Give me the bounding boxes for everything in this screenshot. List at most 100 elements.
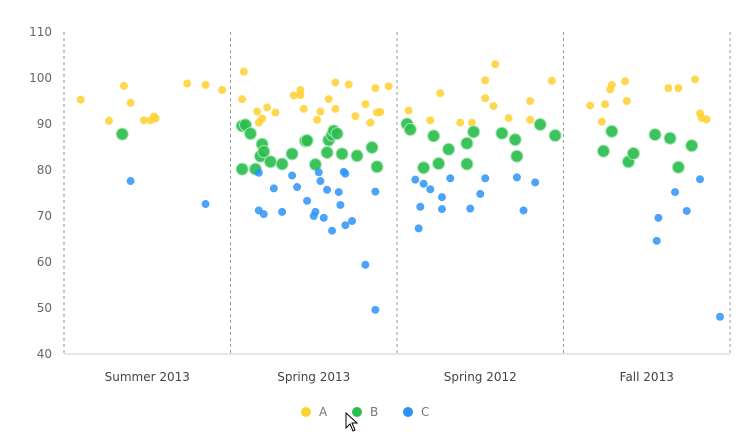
legend-label-b[interactable]: B bbox=[370, 405, 378, 419]
series-a-point[interactable] bbox=[324, 95, 333, 104]
series-c-point[interactable] bbox=[426, 185, 435, 194]
series-b-point[interactable] bbox=[427, 129, 441, 143]
series-b-point[interactable] bbox=[257, 145, 271, 159]
series-c-point[interactable] bbox=[414, 224, 423, 233]
series-b-point[interactable] bbox=[263, 155, 277, 169]
series-c-point[interactable] bbox=[126, 177, 135, 186]
series-a-point[interactable] bbox=[299, 104, 308, 113]
series-c-point[interactable] bbox=[323, 185, 332, 194]
series-a-point[interactable] bbox=[289, 91, 298, 100]
series-c-point[interactable] bbox=[419, 179, 428, 188]
series-c-point[interactable] bbox=[371, 187, 380, 196]
series-a-point[interactable] bbox=[674, 84, 683, 93]
series-c-point[interactable] bbox=[269, 184, 278, 193]
series-a-point[interactable] bbox=[253, 107, 262, 116]
series-a-point[interactable] bbox=[361, 100, 370, 109]
series-a-point[interactable] bbox=[702, 115, 711, 124]
series-a-point[interactable] bbox=[258, 114, 267, 123]
series-b-point[interactable] bbox=[460, 157, 474, 171]
series-c-point[interactable] bbox=[652, 236, 661, 245]
series-c-point[interactable] bbox=[531, 178, 540, 187]
series-a-point[interactable] bbox=[151, 114, 160, 123]
series-b-point[interactable] bbox=[533, 117, 547, 131]
series-a-point[interactable] bbox=[331, 78, 340, 87]
series-c-point[interactable] bbox=[696, 175, 705, 184]
series-a-point[interactable] bbox=[622, 97, 631, 105]
series-b-point[interactable] bbox=[626, 146, 640, 160]
series-b-point[interactable] bbox=[350, 149, 364, 163]
legend-label-c[interactable]: C bbox=[421, 405, 429, 419]
series-a-point[interactable] bbox=[491, 60, 500, 69]
series-a-point[interactable] bbox=[218, 85, 227, 94]
series-c-point[interactable] bbox=[671, 188, 680, 197]
series-b-point[interactable] bbox=[467, 125, 481, 139]
legend[interactable]: A B C bbox=[301, 405, 429, 419]
series-c-point[interactable] bbox=[512, 173, 521, 182]
series-a-point[interactable] bbox=[467, 118, 476, 127]
legend-marker-b[interactable] bbox=[352, 407, 362, 417]
series-a-point[interactable] bbox=[621, 77, 630, 86]
series-b-point[interactable] bbox=[508, 133, 522, 147]
series-c-point[interactable] bbox=[336, 200, 345, 209]
series-c-point[interactable] bbox=[314, 168, 323, 177]
series-b-point[interactable] bbox=[300, 134, 314, 148]
series-a-point[interactable] bbox=[331, 104, 340, 113]
series-a-point[interactable] bbox=[404, 106, 413, 115]
series-a-point[interactable] bbox=[126, 98, 135, 107]
series-a-point[interactable] bbox=[238, 95, 247, 104]
series-c-point[interactable] bbox=[341, 221, 350, 230]
series-c-point[interactable] bbox=[476, 189, 485, 198]
series-a-point[interactable] bbox=[119, 81, 128, 90]
series-a-point[interactable] bbox=[526, 115, 535, 124]
series-a-point[interactable] bbox=[139, 116, 148, 125]
series-b-point[interactable] bbox=[648, 128, 662, 142]
series-b-point[interactable] bbox=[510, 149, 524, 163]
series-a-point[interactable] bbox=[601, 100, 610, 109]
series-c-point[interactable] bbox=[519, 206, 528, 215]
series-c-point[interactable] bbox=[303, 196, 312, 205]
series-a-point[interactable] bbox=[316, 107, 325, 116]
series-c-point[interactable] bbox=[328, 226, 337, 235]
series-c-point[interactable] bbox=[348, 217, 357, 226]
series-b-point[interactable] bbox=[235, 162, 249, 176]
series-a-point[interactable] bbox=[351, 112, 360, 121]
series-a-point[interactable] bbox=[597, 117, 606, 126]
series-c-point[interactable] bbox=[466, 204, 475, 213]
series-c-point[interactable] bbox=[682, 206, 691, 215]
series-a-point[interactable] bbox=[104, 116, 113, 125]
series-c-point[interactable] bbox=[416, 202, 425, 211]
series-b-point[interactable] bbox=[596, 144, 610, 158]
series-a-point[interactable] bbox=[526, 97, 535, 105]
series-a-point[interactable] bbox=[296, 91, 305, 100]
series-a-point[interactable] bbox=[426, 116, 435, 125]
series-a-point[interactable] bbox=[664, 84, 673, 93]
series-c-point[interactable] bbox=[316, 177, 325, 186]
series-b-point[interactable] bbox=[335, 147, 349, 161]
series-b-point[interactable] bbox=[548, 129, 562, 142]
series-c-point[interactable] bbox=[201, 200, 210, 209]
series-a-point[interactable] bbox=[481, 94, 490, 103]
series-b-point[interactable] bbox=[605, 124, 619, 138]
series-b-point[interactable] bbox=[495, 126, 509, 140]
series-c-point[interactable] bbox=[278, 207, 287, 216]
series-c-point[interactable] bbox=[293, 183, 302, 192]
series-a-point[interactable] bbox=[183, 79, 192, 88]
series-c-point[interactable] bbox=[716, 312, 725, 321]
series-a-point[interactable] bbox=[371, 84, 380, 93]
legend-marker-c[interactable] bbox=[403, 407, 413, 417]
series-a-point[interactable] bbox=[504, 114, 513, 123]
series-c-point[interactable] bbox=[254, 168, 263, 177]
series-b-point[interactable] bbox=[320, 146, 334, 160]
series-b-point[interactable] bbox=[330, 127, 344, 141]
series-a-point[interactable] bbox=[271, 108, 280, 117]
series-c-point[interactable] bbox=[288, 171, 297, 180]
series-a-point[interactable] bbox=[607, 80, 616, 89]
series-a-point[interactable] bbox=[456, 118, 465, 127]
series-a-point[interactable] bbox=[436, 89, 445, 98]
series-c-point[interactable] bbox=[481, 174, 490, 183]
series-c-point[interactable] bbox=[446, 174, 455, 183]
series-b-point[interactable] bbox=[671, 160, 685, 174]
series-b-point[interactable] bbox=[285, 147, 299, 161]
series-b-point[interactable] bbox=[663, 131, 677, 145]
series-a-point[interactable] bbox=[384, 82, 393, 91]
